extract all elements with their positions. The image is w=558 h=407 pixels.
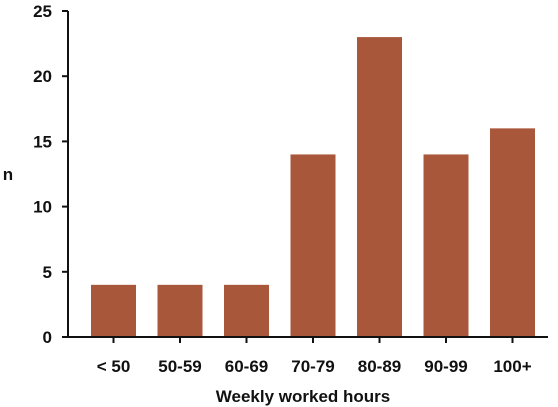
x-tick-label: 80-89 <box>358 357 401 376</box>
x-tick-label: 100+ <box>493 357 531 376</box>
bar <box>91 284 136 337</box>
y-axis-title: n <box>3 165 13 184</box>
x-tick-label: 90-99 <box>424 357 467 376</box>
y-tick-label: 5 <box>43 263 52 282</box>
bar <box>224 284 269 337</box>
x-axis-title: Weekly worked hours <box>216 387 390 406</box>
y-axis-ticks: 0 5 10 15 20 25 <box>33 2 68 347</box>
bars <box>91 37 535 338</box>
bar <box>290 154 336 337</box>
x-tick-label: < 50 <box>97 357 131 376</box>
bar <box>357 37 402 338</box>
y-tick-label: 0 <box>43 328 52 347</box>
x-axis-ticks: < 50 50-59 60-69 70-79 80-89 90-99 100+ <box>97 337 532 376</box>
y-tick-label: 25 <box>33 2 52 21</box>
y-tick-label: 20 <box>33 67 52 86</box>
y-tick-label: 15 <box>33 132 52 151</box>
x-tick-label: 70-79 <box>291 357 334 376</box>
x-tick-label: 50-59 <box>158 357 201 376</box>
bar <box>423 154 469 337</box>
y-tick-label: 10 <box>33 198 52 217</box>
x-tick-label: 60-69 <box>225 357 268 376</box>
bar <box>490 128 535 337</box>
bar <box>157 284 203 337</box>
